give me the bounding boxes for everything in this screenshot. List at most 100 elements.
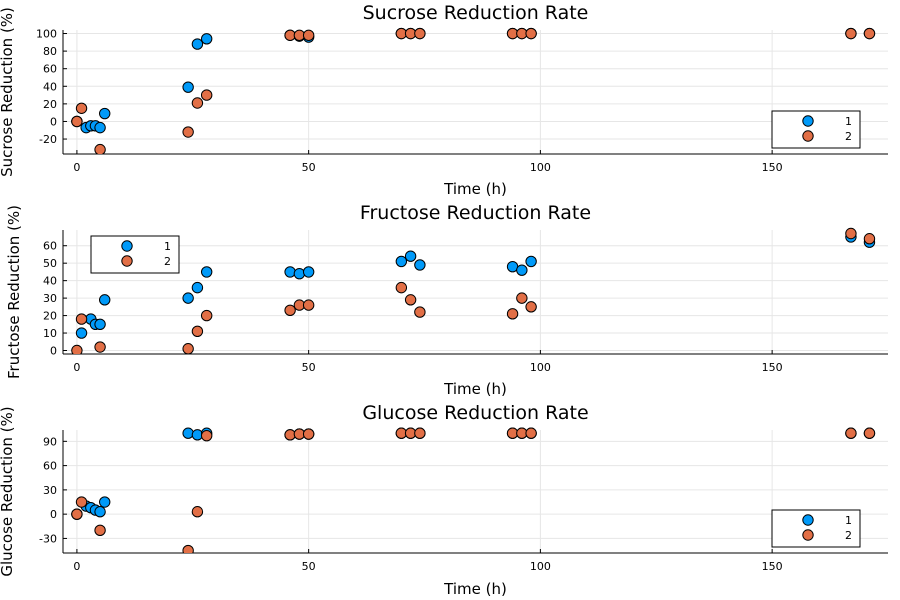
data-point-series-1 [182,427,194,439]
x-tick-label: 0 [73,361,80,374]
data-point-series-2 [414,306,426,318]
data-point-series-2 [75,496,88,508]
legend-label-2: 2 [845,130,852,143]
y-tick-label: 10 [43,327,57,340]
y-tick-label: -20 [39,133,57,146]
data-point-series-2 [525,301,537,313]
data-point-series-2 [191,97,204,109]
data-point-series-2 [506,308,519,320]
data-point-series-2 [302,29,315,41]
data-point-series-2 [71,115,83,128]
data-point-series-1 [191,38,204,50]
data-point-series-1 [525,255,537,268]
y-tick-label: 0 [50,345,57,358]
x-tick-label: 50 [302,161,316,174]
chart-panel-0: 0 50 100 150 -20 0 20 40 60 80 100 Sucrose Reductio… [0,2,888,198]
y-tick-label: 100 [36,28,57,41]
legend-box [771,509,861,548]
data-point-series-1 [404,250,417,262]
data-point-series-2 [414,427,426,439]
y-tick-label: 40 [43,80,57,93]
data-point-series-1 [284,266,296,278]
data-point-series-2 [182,544,194,553]
data-point-series-1 [191,281,204,294]
data-point-series-1 [395,255,408,268]
y-tick-label: 60 [43,63,57,76]
y-axis-label: Glucose Reduction (%) [0,406,16,576]
legend-marker-1 [802,514,814,526]
data-point-series-2 [395,281,408,294]
legend-marker-1 [121,240,133,252]
data-point-series-2 [302,299,315,311]
x-tick-label: 50 [302,560,316,573]
data-point-series-2 [75,313,88,325]
legend-label-1: 1 [164,240,171,253]
y-tick-label: 60 [43,240,57,253]
x-tick-label: 100 [530,161,551,174]
data-point-series-2 [863,233,876,245]
data-point-series-2 [94,143,106,154]
data-point-series-2 [75,102,88,114]
legend: 12 [90,235,180,274]
data-point-series-2 [414,27,426,40]
data-point-series-1 [302,266,315,278]
data-point-series-1 [414,259,426,271]
data-point-series-1 [99,107,111,120]
chart-title: Fructose Reduction Rate [360,202,591,224]
y-tick-label: 40 [43,275,57,288]
legend-marker-2 [802,130,814,142]
points-layer [71,427,876,553]
legend-label-1: 1 [845,514,852,527]
data-point-series-2 [94,524,106,537]
x-axis-label: Time (h) [443,580,507,598]
data-point-series-1 [293,267,306,280]
x-axis-label: Time (h) [443,180,507,198]
data-point-series-2 [863,427,876,439]
x-tick-label: 100 [530,560,551,573]
data-point-series-2 [191,506,204,518]
legend-marker-2 [802,529,814,541]
data-point-series-2 [863,27,876,40]
data-point-series-1 [94,318,106,331]
points-layer [71,227,876,354]
y-axis-label: Fructose Reduction (%) [5,205,23,379]
y-axis-label: Sucrose Reduction (%) [0,7,16,177]
data-point-series-2 [182,126,194,138]
legend: 12 [771,509,861,548]
data-point-series-1 [75,327,88,339]
x-tick-label: 0 [73,560,80,573]
y-tick-label: 60 [43,460,57,473]
data-point-series-2 [191,325,204,337]
data-point-series-2 [516,292,528,304]
data-point-series-2 [200,429,213,442]
data-point-series-2 [525,27,537,40]
x-tick-label: 0 [73,161,80,174]
y-tick-label: 30 [43,484,57,497]
data-point-series-2 [302,428,315,440]
y-tick-label: 20 [43,310,57,323]
data-point-series-2 [200,89,213,101]
data-point-series-2 [284,304,296,317]
data-point-series-2 [845,427,857,439]
data-point-series-1 [200,266,213,278]
data-point-series-2 [845,227,857,240]
y-tick-label: 0 [50,508,57,521]
legend-label-2: 2 [164,255,171,268]
y-tick-label: 80 [43,45,57,58]
x-tick-label: 150 [762,161,783,174]
data-point-series-2 [71,344,83,354]
data-point-series-1 [99,294,111,306]
legend-box [771,110,861,149]
data-point-series-2 [200,309,213,322]
legend-marker-2 [121,255,133,267]
x-tick-label: 150 [762,361,783,374]
x-tick-label: 50 [302,361,316,374]
y-tick-label: 0 [50,115,57,128]
chart-panel-1: 0 50 100 150 0 10 20 30 40 50 60 Fructose Reduction… [5,202,888,398]
x-axis-label: Time (h) [443,380,507,398]
legend-marker-1 [802,115,814,127]
x-tick-label: 150 [762,560,783,573]
y-tick-label: 90 [43,435,57,448]
data-point-series-2 [94,341,106,353]
